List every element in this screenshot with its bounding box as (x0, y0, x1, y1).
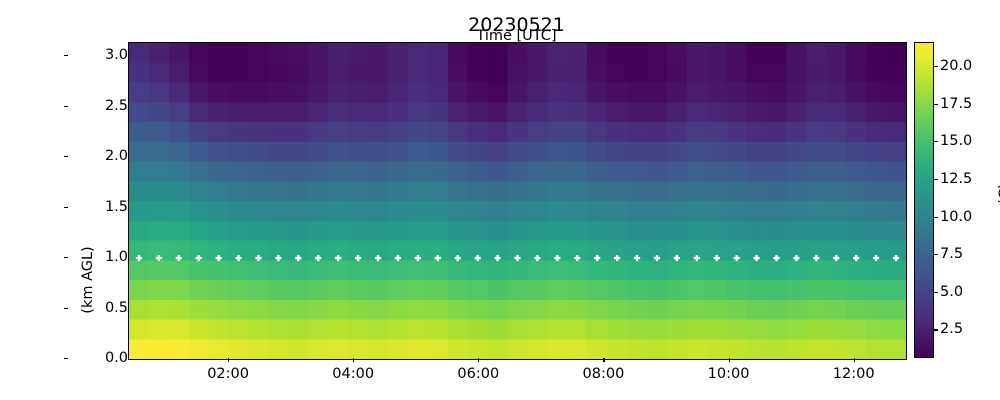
colorbar-tick-mark (934, 103, 938, 105)
y-tick-label: 3.0 (104, 47, 128, 64)
colorbar-tick-label: 7.5 (940, 246, 964, 263)
y-tick-label: 0.0 (104, 350, 128, 366)
y-tick-label: 1.0 (104, 249, 128, 266)
x-tick-label: 02:00 (207, 366, 249, 382)
colorbar[interactable]: 2.5 5.0 7.5 10.0 12.5 15.0 17.5 20.0 (914, 42, 972, 358)
y-axis: 0.0 0.5 1.0 1.5 2.0 2.5 3.0 (60, 0, 128, 400)
y-tick-mark (64, 358, 68, 360)
colorbar-tick-mark (934, 254, 938, 256)
y-tick-label: 2.0 (104, 148, 128, 165)
colorbar-tick-mark (934, 329, 938, 331)
colorbar-tick-label: 12.5 (940, 170, 973, 187)
y-tick-mark (64, 105, 68, 107)
y-tick-mark (64, 206, 68, 208)
y-tick-mark (64, 55, 68, 57)
colorbar-tick-mark (934, 66, 938, 68)
colorbar-tick-mark (934, 291, 938, 293)
colorbar-tick-label: 17.5 (940, 95, 973, 112)
x-tick-label: 04:00 (332, 366, 375, 382)
heatmap-image (129, 43, 906, 359)
y-axis-label: (km AGL) (80, 246, 96, 314)
colorbar-tick-mark (934, 216, 938, 218)
page-title: 20230521 (468, 14, 565, 36)
y-axis-label-wrapper: (km AGL) (64, 130, 96, 313)
x-tick-mark (728, 358, 730, 362)
colorbar-tick-label: 5.0 (940, 283, 964, 300)
y-tick-label: 0.5 (104, 299, 128, 316)
y-tick-label: 2.5 (104, 97, 128, 114)
heatmap-plot-area[interactable] (128, 42, 907, 360)
y-tick-mark (64, 307, 68, 309)
x-tick-mark (228, 358, 230, 362)
x-tick-mark (478, 358, 480, 362)
colorbar-tick-label: 2.5 (940, 321, 964, 338)
colorbar-gradient (914, 42, 934, 358)
x-tick-label: 10:00 (707, 366, 750, 382)
y-tick-label: 1.5 (104, 198, 128, 215)
y-tick-mark (64, 257, 68, 259)
colorbar-tick-label: 10.0 (940, 208, 973, 225)
colorbar-tick-label: 20.0 (940, 58, 973, 75)
y-tick-mark (64, 156, 68, 158)
x-axis-label: Time [UTC] (476, 28, 557, 44)
x-tick-label: 12:00 (832, 366, 875, 382)
colorbar-tick-mark (934, 141, 938, 143)
x-tick-label: 08:00 (582, 366, 625, 382)
x-tick-label: 06:00 (457, 366, 500, 382)
x-axis: 02:00 04:00 06:00 08:00 10:00 12:00 (0, 358, 1000, 400)
x-tick-mark (853, 358, 855, 362)
x-tick-mark (603, 358, 605, 362)
x-tick-mark (353, 358, 355, 362)
colorbar-tick-mark (934, 178, 938, 181)
colorbar-tick-label: 15.0 (940, 133, 973, 150)
